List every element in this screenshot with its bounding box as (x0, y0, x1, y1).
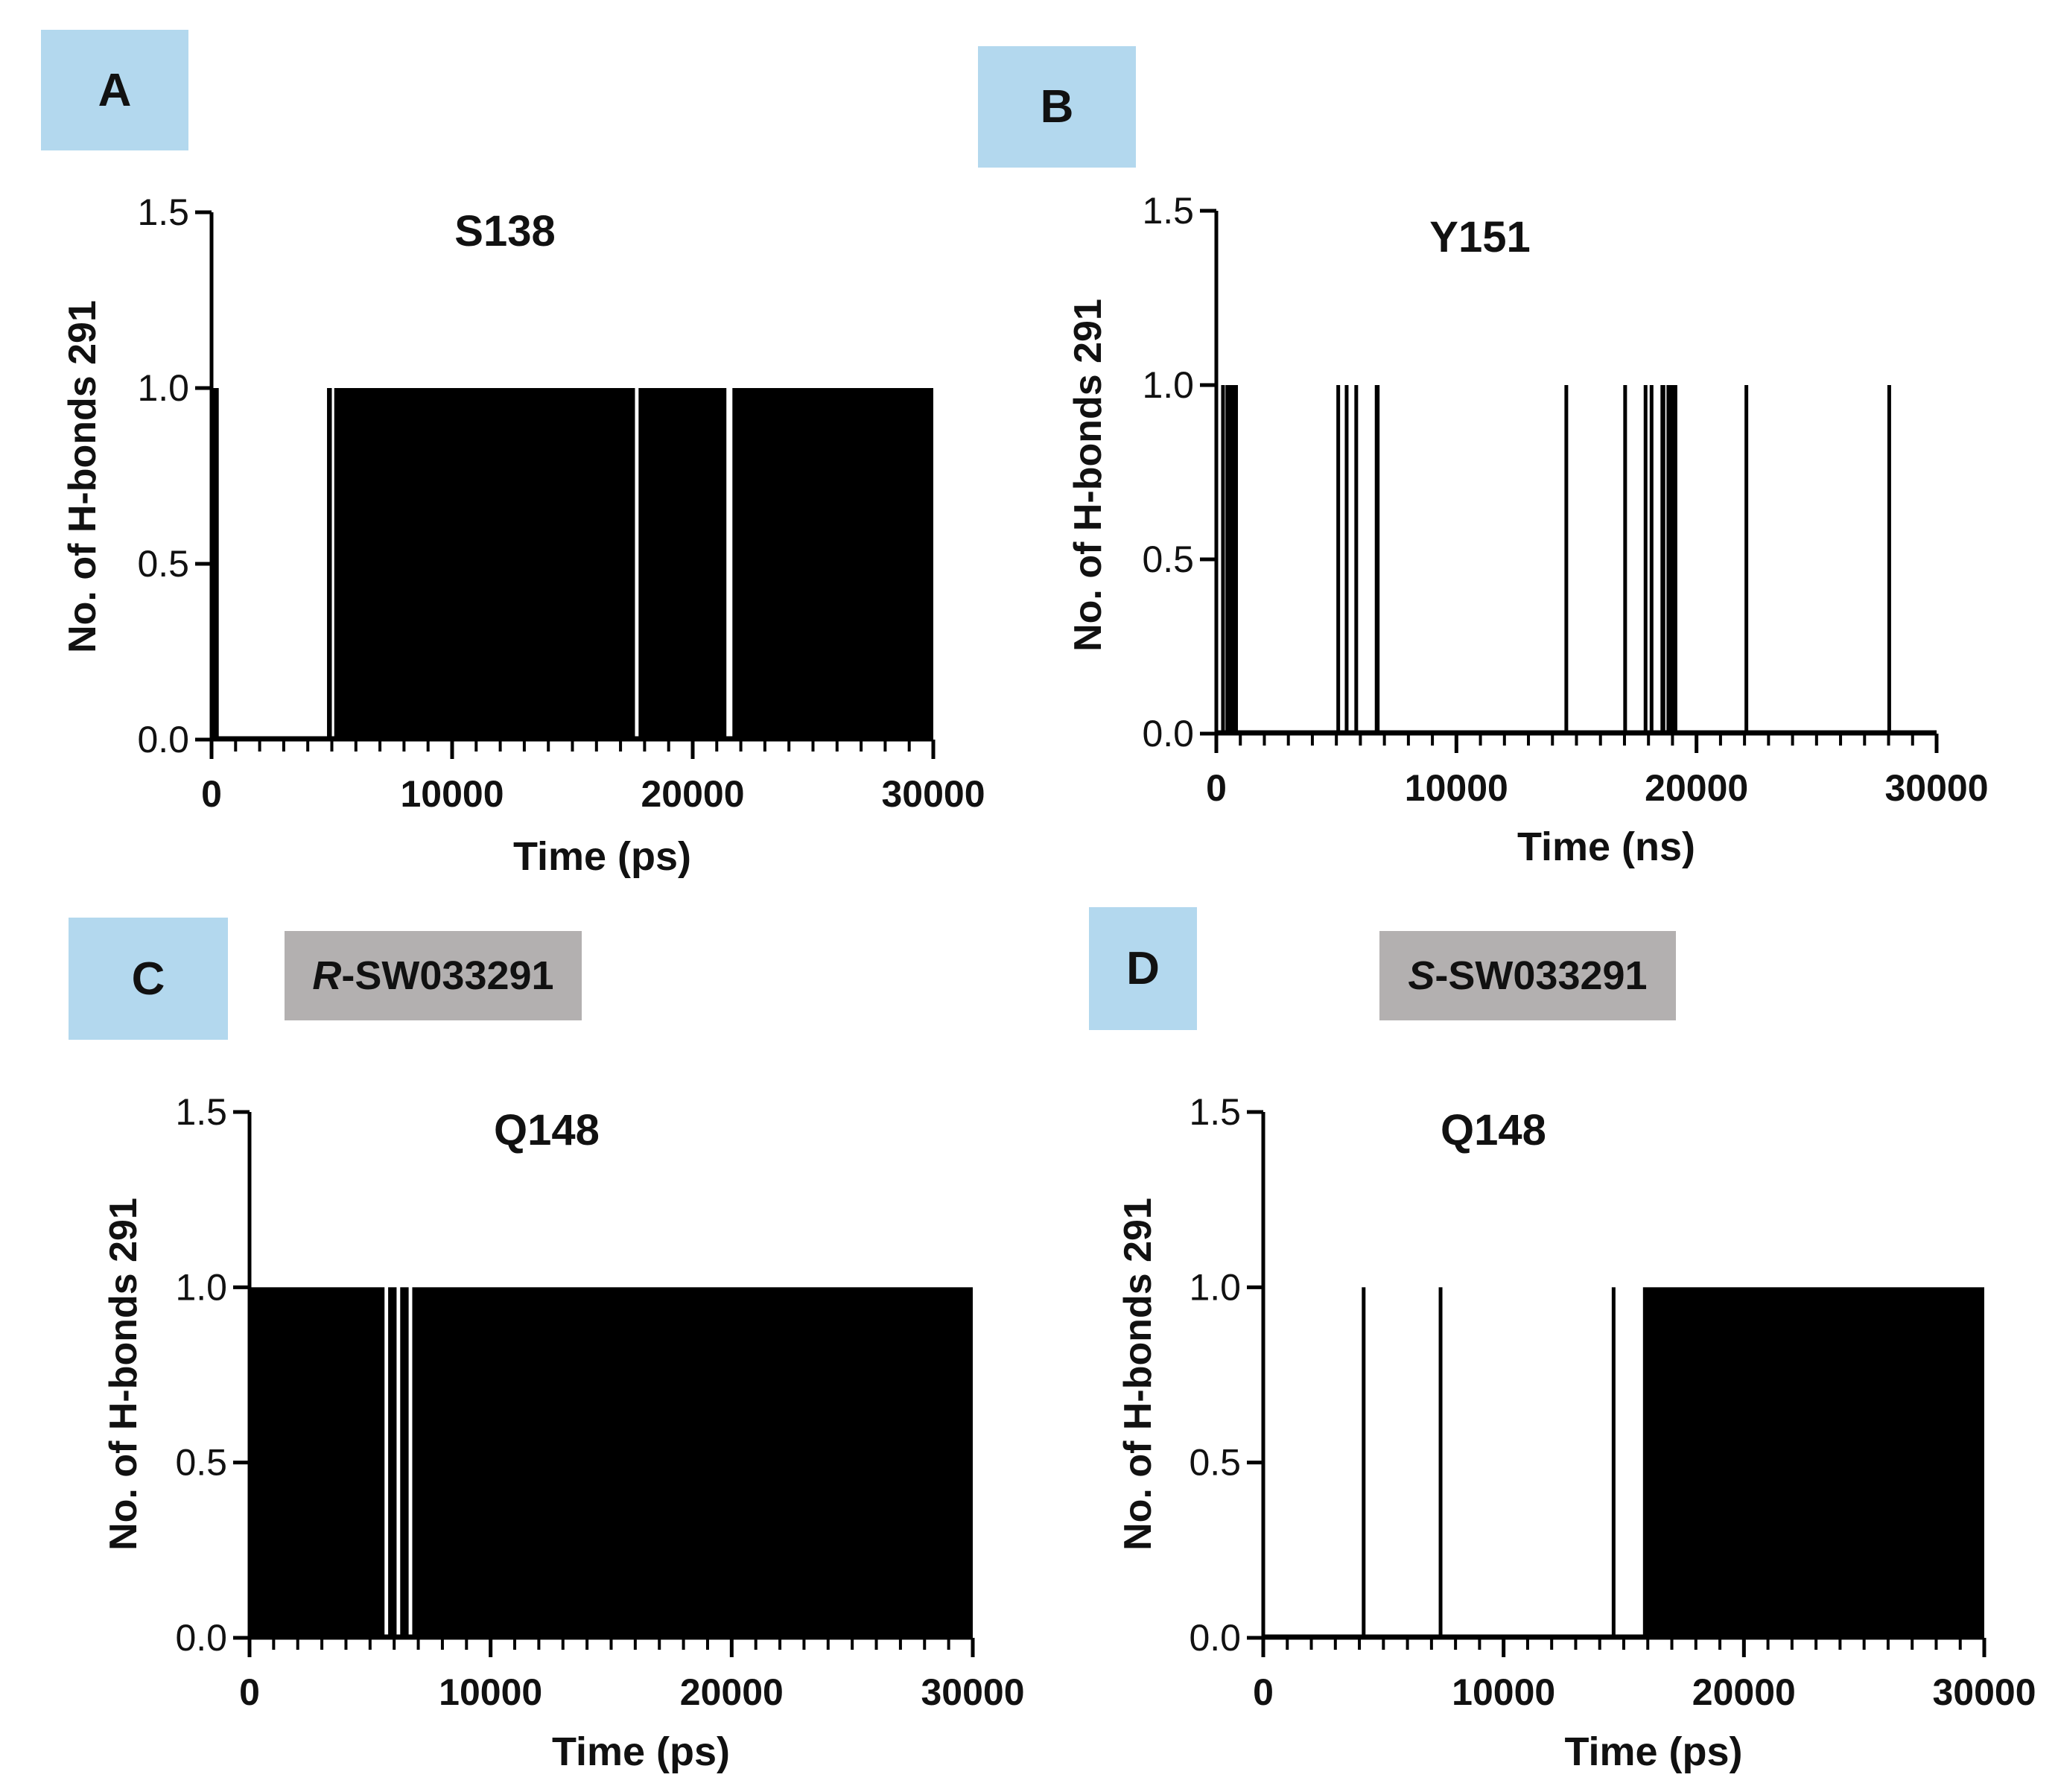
x-axis-label: Time (ps) (552, 1729, 730, 1774)
hbond-bar (400, 1287, 409, 1638)
y-tick-label: 0.5 (175, 1442, 227, 1484)
y-axis-label: No. of H-bonds 291 (102, 1198, 145, 1551)
chart-title: Q148 (494, 1106, 600, 1154)
hbond-bar (212, 388, 219, 740)
compound-tag-r: R -SW033291 (285, 931, 582, 1020)
compound-prefix: R (312, 953, 342, 998)
x-tick-label: 0 (1253, 1671, 1274, 1713)
x-tick-label: 0 (1206, 767, 1227, 809)
chart-title: S138 (454, 207, 555, 255)
hbond-bar (1362, 1287, 1366, 1638)
hbond-bar (1649, 385, 1654, 734)
x-tick-label: 20000 (680, 1671, 784, 1713)
y-axis-label: No. of H-bonds 291 (61, 300, 104, 653)
x-axis-label: Time (ns) (1517, 824, 1695, 869)
chart-panel-c: 0.0 0.5 1.0 1.5 0 10000 20000 30000 Q148 Time (ps… (102, 1091, 1025, 1774)
hbond-bar (388, 1287, 397, 1638)
y-tick-label: 0.0 (1142, 713, 1194, 754)
x-tick-label: 30000 (1884, 767, 1988, 809)
y-tick-label: 0.0 (1189, 1617, 1241, 1659)
hbond-bar (732, 388, 933, 740)
hbond-bar (1887, 385, 1891, 734)
chart-title: Q148 (1441, 1106, 1546, 1154)
panel-label-c: C (69, 918, 228, 1040)
y-tick-label: 1.0 (1189, 1266, 1241, 1308)
hbond-bar (1336, 385, 1341, 734)
hbond-bar (638, 388, 727, 740)
y-tick-label: 1.5 (1142, 190, 1194, 232)
x-tick-label: 20000 (1692, 1671, 1796, 1713)
compound-tag-s: S -SW033291 (1379, 931, 1676, 1020)
hbond-bar (1643, 385, 1648, 734)
y-tick-label: 0.0 (137, 719, 189, 760)
hbond-bar (1623, 385, 1627, 734)
y-tick-label: 0.5 (1142, 538, 1194, 580)
chart-panel-b: 0.0 0.5 1.0 1.5 0 10000 20000 30000 Y151 Time (ns… (1067, 190, 1989, 869)
x-tick-label: 20000 (641, 773, 744, 815)
y-tick-label: 1.0 (175, 1266, 227, 1308)
hbond-bar (1438, 1287, 1443, 1638)
compound-name: -SW033291 (1435, 953, 1648, 998)
x-tick-label: 10000 (1405, 767, 1508, 809)
compound-name: -SW033291 (341, 953, 554, 998)
hbond-bar (1225, 385, 1239, 734)
hbond-bar (1564, 385, 1569, 734)
x-tick-label: 10000 (1452, 1671, 1555, 1713)
panel-label-d: D (1089, 907, 1197, 1030)
hbond-bar (1374, 385, 1380, 734)
hbond-bar (1744, 385, 1749, 734)
x-axis-label: Time (ps) (1564, 1729, 1742, 1774)
compound-prefix: S (1408, 953, 1435, 998)
x-tick-label: 10000 (400, 773, 504, 815)
x-tick-label: 30000 (1932, 1671, 2036, 1713)
hbond-bar (334, 388, 635, 740)
hbond-bar (1642, 1287, 1984, 1638)
y-tick-label: 1.5 (137, 191, 189, 233)
hbond-bar (1666, 385, 1677, 734)
y-tick-label: 0.0 (175, 1617, 227, 1659)
hbond-bar (1344, 385, 1349, 734)
panel-label-b: B (978, 46, 1136, 168)
x-axis-label: Time (ps) (513, 834, 691, 879)
y-tick-label: 0.5 (1189, 1442, 1241, 1484)
hbond-bar (412, 1287, 973, 1638)
y-tick-label: 1.5 (175, 1091, 227, 1133)
y-tick-label: 1.0 (137, 367, 189, 409)
hbond-bar (1354, 385, 1359, 734)
y-tick-label: 1.0 (1142, 364, 1194, 406)
hbond-bar (327, 388, 332, 740)
chart-panel-a: 0.0 0.5 1.0 1.5 0 10000 20000 30000 S138 Time (ps… (61, 191, 985, 879)
x-tick-label: 0 (239, 1671, 260, 1713)
chart-title: Y151 (1429, 213, 1530, 261)
hbond-bar (1221, 385, 1225, 734)
panel-label-a: A (41, 30, 188, 150)
y-axis-label: No. of H-bonds 291 (1117, 1198, 1160, 1551)
y-tick-label: 0.5 (137, 543, 189, 585)
x-tick-label: 30000 (881, 773, 985, 815)
y-axis-label: No. of H-bonds 291 (1067, 299, 1110, 652)
x-tick-label: 20000 (1645, 767, 1748, 809)
x-tick-label: 0 (201, 773, 222, 815)
hbond-bar (1611, 1287, 1616, 1638)
x-tick-label: 10000 (439, 1671, 542, 1713)
hbond-bar (1660, 385, 1665, 734)
hbond-bar (250, 1287, 385, 1638)
x-tick-label: 30000 (921, 1671, 1024, 1713)
chart-panel-d: 0.0 0.5 1.0 1.5 0 10000 20000 30000 Q148 Time (ps… (1117, 1091, 2036, 1774)
y-tick-label: 1.5 (1189, 1091, 1241, 1133)
